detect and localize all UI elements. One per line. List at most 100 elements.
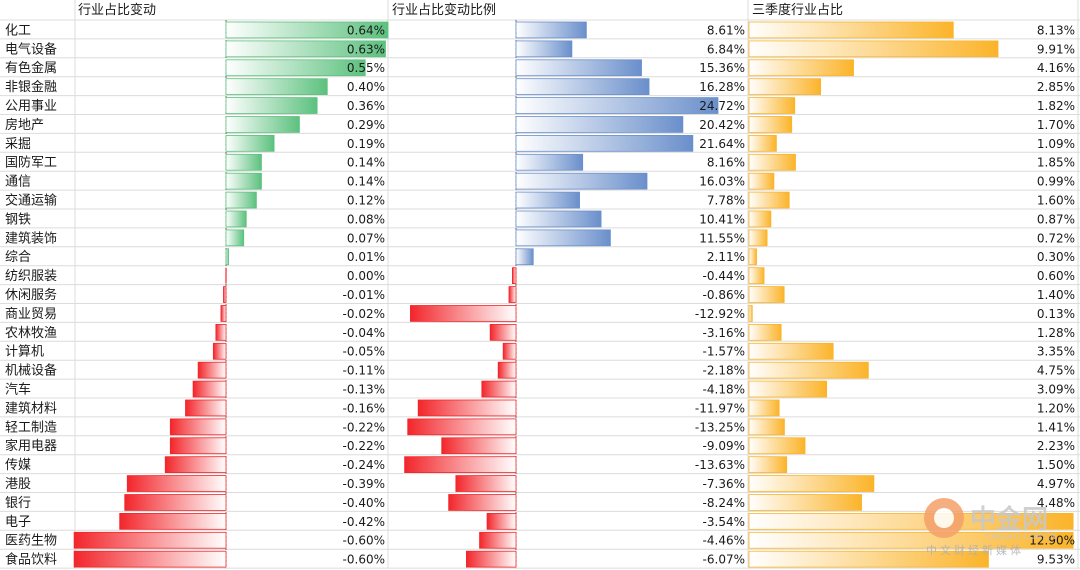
q3-share-value: 0.60% — [1037, 269, 1075, 283]
category-label: 有色金属 — [5, 60, 57, 76]
category-label: 商业贸易 — [5, 307, 57, 322]
change-ratio-bar — [455, 475, 517, 492]
change-value: 0.19% — [347, 137, 385, 151]
change-value: 0.07% — [347, 231, 385, 245]
change-bar — [225, 97, 318, 114]
change-bar — [119, 513, 227, 530]
change-value: 0.29% — [347, 118, 385, 132]
change-value: -0.16% — [343, 401, 385, 415]
category-label: 房地产 — [5, 117, 44, 133]
change-ratio-value: -4.46% — [703, 534, 745, 548]
change-ratio-value: -1.57% — [703, 345, 745, 359]
change-ratio-value: -9.09% — [703, 439, 745, 453]
category-label: 非银金融 — [5, 79, 57, 95]
q3-share-bar — [748, 97, 796, 114]
q3-share-value: 9.53% — [1037, 553, 1075, 567]
change-ratio-bar — [512, 267, 517, 285]
change-bar — [185, 399, 227, 417]
change-ratio-value: -12.92% — [695, 307, 745, 321]
change-bar — [225, 40, 386, 58]
change-ratio-value: 10.41% — [699, 212, 745, 226]
category-label: 计算机 — [5, 345, 44, 360]
category-label: 钢铁 — [5, 212, 31, 227]
category-label: 汽车 — [5, 382, 31, 398]
change-ratio-value: 2.11% — [707, 250, 745, 264]
change-ratio-bar — [410, 305, 517, 322]
change-value: -0.01% — [343, 288, 385, 302]
q3-share-bar — [748, 531, 1074, 549]
change-ratio-bar — [515, 210, 602, 228]
change-value: 0.63% — [347, 42, 385, 56]
category-label: 通信 — [5, 175, 31, 190]
q3-share-bar — [748, 248, 757, 266]
change-ratio-bar — [515, 229, 611, 247]
change-ratio-value: 7.78% — [707, 194, 745, 208]
category-label: 轻工制造 — [5, 420, 57, 435]
change-value: -0.60% — [343, 534, 385, 548]
change-ratio-value: -13.63% — [695, 458, 745, 472]
change-value: -0.04% — [343, 326, 385, 340]
category-label: 食品饮料 — [5, 552, 57, 568]
change-ratio-bar — [502, 342, 517, 360]
category-label: 银行 — [5, 496, 31, 511]
change-value: -0.02% — [343, 307, 385, 321]
category-label: 传媒 — [5, 458, 31, 473]
change-bar — [169, 437, 227, 455]
change-ratio-value: -2.18% — [703, 364, 745, 378]
watermark-coin-hole-icon — [934, 508, 954, 528]
change-ratio-value: -3.16% — [703, 326, 745, 340]
q3-share-bar — [748, 323, 782, 341]
change-ratio-value: -4.18% — [703, 383, 745, 397]
change-bar — [126, 475, 227, 492]
change-ratio-value: -11.97% — [695, 401, 745, 415]
q3-share-value: 1.09% — [1037, 137, 1075, 151]
change-ratio-bar — [448, 494, 517, 511]
category-label: 化工 — [5, 23, 31, 38]
change-ratio-bar — [515, 116, 684, 133]
q3-share-bar — [748, 153, 796, 171]
change-value: 0.12% — [347, 194, 385, 208]
category-label: 医药生物 — [5, 534, 57, 549]
change-bar — [73, 531, 227, 549]
change-bar — [215, 323, 227, 341]
change-value: 0.36% — [347, 99, 385, 113]
change-ratio-value: 8.61% — [707, 23, 745, 37]
q3-share-value: 1.85% — [1037, 156, 1075, 170]
change-ratio-bar — [515, 78, 650, 95]
change-ratio-bar — [489, 323, 517, 341]
q3-share-bar — [748, 437, 806, 455]
category-label: 机械设备 — [5, 363, 57, 379]
change-value: -0.11% — [343, 364, 385, 378]
change-ratio-value: 15.36% — [699, 61, 745, 75]
change-ratio-bar — [486, 513, 517, 530]
change-bar — [223, 286, 227, 303]
watermark-domain: CNGOLD.COM.CN — [986, 532, 1056, 541]
change-bar — [225, 210, 247, 228]
category-label: 港股 — [5, 477, 31, 492]
change-ratio-bar — [515, 59, 642, 77]
row-labels: 化工 0.64% 8.61% 8.13% 电气设备 0.63% 6.84% 9.91% 有色金属… — [5, 23, 1075, 567]
category-label: 电气设备 — [5, 41, 57, 57]
change-value: 0.14% — [347, 175, 385, 189]
q3-share-value: 8.13% — [1037, 23, 1075, 37]
category-label: 国防军工 — [5, 155, 57, 171]
change-ratio-bar — [515, 191, 580, 209]
q3-share-bar — [748, 59, 854, 77]
q3-share-bar — [748, 380, 828, 398]
change-ratio-value: -8.24% — [703, 496, 745, 510]
category-label: 纺织服装 — [5, 269, 57, 284]
change-ratio-value: 20.42% — [699, 118, 745, 132]
change-bar — [212, 342, 227, 360]
change-bar — [225, 229, 245, 247]
change-value: -0.40% — [343, 496, 385, 510]
change-ratio-value: -3.54% — [703, 515, 745, 529]
change-value: 0.14% — [347, 156, 385, 170]
q3-share-bar — [748, 418, 785, 436]
q3-share-value: 4.48% — [1037, 496, 1075, 510]
change-ratio-bar — [497, 361, 517, 379]
q3-share-bar — [748, 342, 834, 360]
q3-share-value: 1.82% — [1037, 99, 1075, 113]
change-ratio-value: -0.44% — [703, 269, 745, 283]
change-value: -0.05% — [343, 345, 385, 359]
q3-share-value: 3.35% — [1037, 345, 1075, 359]
